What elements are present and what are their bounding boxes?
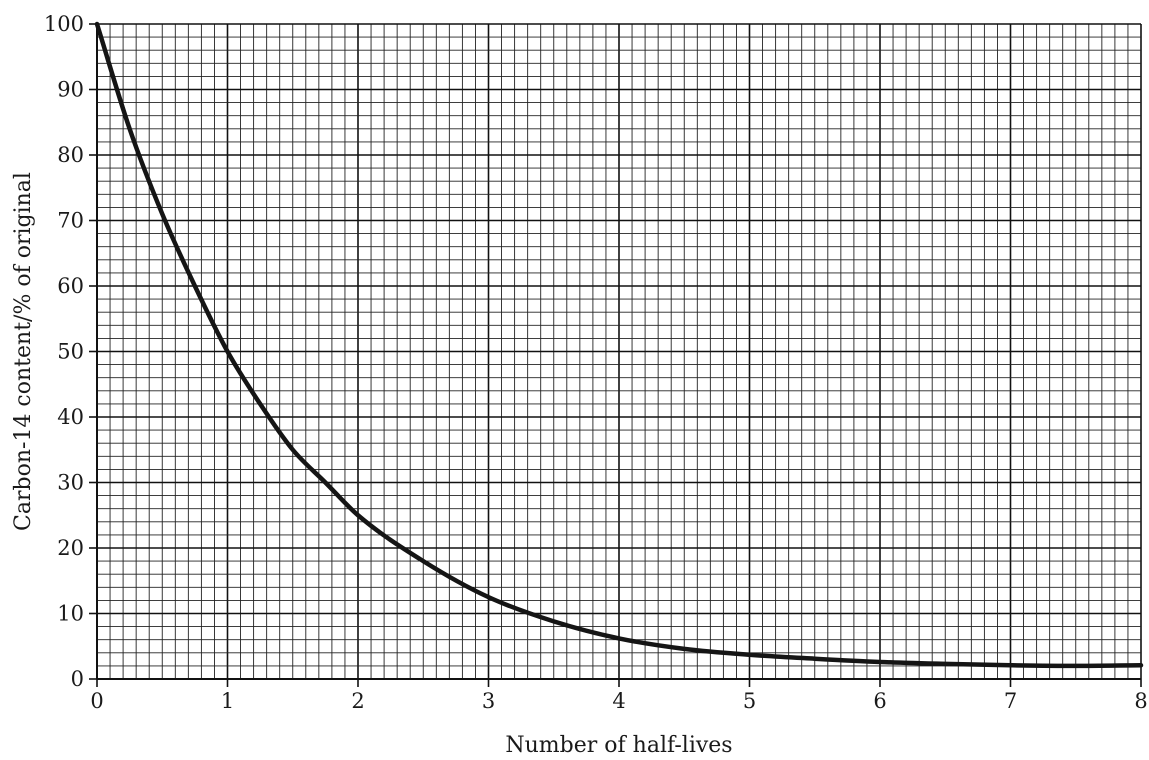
y-tick-label: 80 xyxy=(57,143,84,167)
x-tick-label: 7 xyxy=(1004,689,1017,713)
y-tick-label: 30 xyxy=(57,471,84,495)
y-tick-label: 10 xyxy=(57,602,84,626)
y-tick-label: 40 xyxy=(57,405,84,429)
x-tick-label: 5 xyxy=(743,689,756,713)
x-tick-label: 1 xyxy=(221,689,234,713)
y-tick-label: 0 xyxy=(71,667,84,691)
grid xyxy=(96,23,1142,680)
series-line-0 xyxy=(94,21,1144,669)
x-tick-label: 6 xyxy=(873,689,886,713)
y-tick-label: 70 xyxy=(57,209,84,233)
y-tick-label: 60 xyxy=(57,274,84,298)
x-tick-label: 2 xyxy=(351,689,364,713)
y-tick-label: 90 xyxy=(57,78,84,102)
x-tick-label: 0 xyxy=(90,689,103,713)
y-tick-label: 20 xyxy=(57,536,84,560)
y-tick-labels: 0 10 20 30 40 50 60 70 80 90 100 xyxy=(44,12,84,691)
x-tick-label: 3 xyxy=(482,689,495,713)
y-axis-label: Carbon-14 content/% of original xyxy=(11,172,36,531)
x-tick-label: 8 xyxy=(1134,689,1147,713)
x-axis-label: Number of half-lives xyxy=(505,733,732,758)
x-tick-label: 4 xyxy=(612,689,625,713)
x-tick-labels: 0 1 2 3 4 5 6 7 8 xyxy=(90,689,1147,713)
axes xyxy=(89,23,1142,687)
series-layer xyxy=(94,21,1144,669)
y-tick-label: 100 xyxy=(44,12,84,36)
y-tick-label: 50 xyxy=(57,340,84,364)
